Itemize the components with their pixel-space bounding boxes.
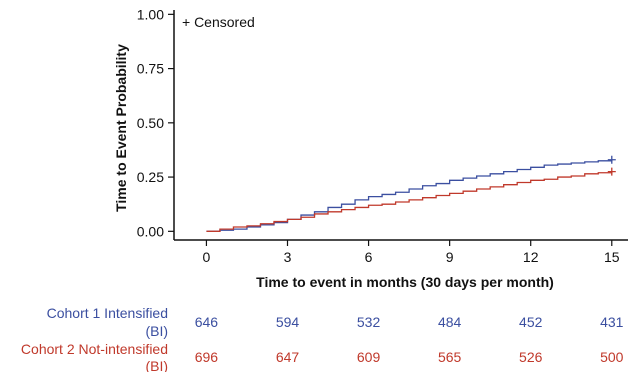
x-tick-label: 0 [203,249,211,265]
y-tick-label: 0.50 [137,115,164,131]
risk-value-row1: 484 [438,314,462,330]
y-ticks: 0.00 0.25 0.50 0.75 1.00 [137,6,174,239]
series-layer [206,155,616,232]
risk-value-row2: 565 [438,349,462,365]
risk-value-row2: 647 [276,349,300,365]
risk-row-2-label-line1: Cohort 2 Not-intensified [21,341,168,357]
risk-row-1-label-line2: (BI) [145,323,168,339]
x-tick-label: 9 [446,249,454,265]
y-tick-label: 1.00 [137,6,164,22]
risk-table: Cohort 1 Intensified (BI) Cohort 2 Not-i… [21,305,624,372]
x-ticks: 0 3 6 9 12 15 [203,240,620,265]
risk-row-2-label-line2: (BI) [145,358,168,372]
risk-row-1-label-line1: Cohort 1 Intensified [47,305,168,321]
risk-value-row1: 532 [357,314,381,330]
axes [173,10,628,241]
risk-value-row2: 526 [519,349,543,365]
x-tick-label: 15 [604,249,620,265]
legend-censored: + Censored [182,14,255,30]
y-axis-title: Time to Event Probability [113,44,129,212]
risk-value-row1: 594 [276,314,300,330]
series-line-1 [206,159,613,232]
risk-values: 646 594 532 484 452 431 696 647 609 565 526 500 [195,314,624,365]
risk-value-row1: 452 [519,314,543,330]
risk-value-row2: 500 [600,349,624,365]
censor-mark-2 [607,167,616,176]
censor-mark-1 [607,155,616,164]
risk-value-row1: 646 [195,314,219,330]
risk-value-row1: 431 [600,314,624,330]
y-tick-label: 0.75 [137,61,164,77]
x-tick-label: 3 [284,249,292,265]
x-tick-label: 12 [523,249,539,265]
x-axis-title: Time to event in months (30 days per mon… [256,274,554,290]
series-line-2 [206,171,613,232]
risk-value-row2: 609 [357,349,381,365]
y-tick-label: 0.00 [137,223,164,239]
risk-value-row2: 696 [195,349,219,365]
y-tick-label: 0.25 [137,169,164,185]
x-tick-label: 6 [365,249,373,265]
